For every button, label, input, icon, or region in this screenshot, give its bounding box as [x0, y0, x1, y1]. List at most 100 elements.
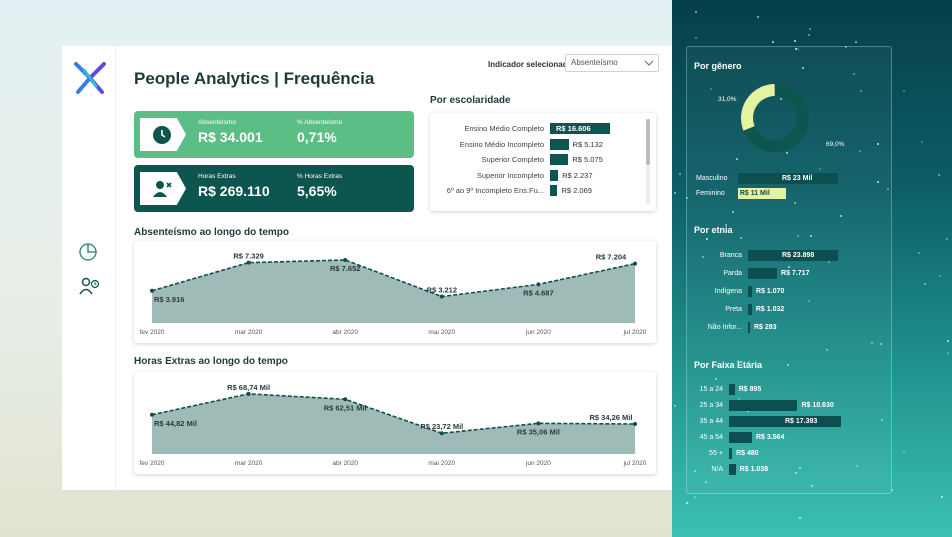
star-decoration [756, 15, 759, 18]
star-decoration [876, 142, 879, 145]
user-clock-icon[interactable] [78, 276, 100, 301]
ethnicity-row[interactable]: Indígena [692, 286, 742, 297]
ethnicity-row[interactable]: Parda [692, 268, 742, 279]
gender-row[interactable]: Feminino [692, 188, 732, 199]
data-point[interactable] [633, 261, 637, 266]
star-decoration [705, 237, 708, 240]
x-tick-label: abr 2020 [332, 460, 358, 467]
star-decoration [902, 90, 905, 93]
overtime-chart-title: Horas Extras ao longo do tempo [134, 356, 288, 367]
age-row[interactable]: 45 a 54 [692, 432, 723, 443]
data-label: R$ 35,06 Mil [517, 427, 560, 436]
x-tick-label: abr 2020 [332, 329, 358, 336]
ethnicity-row[interactable]: Preta [692, 304, 742, 315]
indicator-select[interactable]: Absenteísmo [565, 54, 659, 72]
age-row-value: R$ 1.038 [739, 466, 769, 473]
star-decoration [947, 352, 950, 355]
data-point[interactable] [246, 391, 251, 396]
star-decoration [797, 48, 800, 51]
star-decoration [693, 470, 696, 473]
logo-icon [70, 58, 110, 103]
data-label: R$ 23,72 Mil [420, 422, 463, 431]
donut-slice[interactable] [739, 83, 811, 154]
age-row[interactable]: 35 a 44 [692, 416, 723, 427]
gender-row-value: R$ 11 Mil [739, 190, 770, 197]
absenteeism-area-chart: R$ 3.916 fev 2020 R$ 7.329 mar 2020 R$ 7.652… [140, 252, 647, 336]
data-point[interactable] [536, 421, 541, 426]
kpi-label: Absenteísmo [198, 119, 236, 126]
scrollbar-thumb[interactable] [646, 119, 650, 165]
right-panel [672, 0, 952, 537]
age-row[interactable]: 15 a 24 [692, 384, 723, 395]
pie-chart-icon[interactable] [78, 242, 98, 267]
gender-row-category: Feminino [696, 190, 725, 197]
star-decoration [937, 173, 940, 176]
data-label: R$ 68,74 Mil [227, 383, 270, 392]
ethnicity-row-category: Não Infor... [707, 324, 742, 331]
education-row[interactable]: Ensino Médio Incompleto R$ 5.132 [430, 138, 656, 151]
star-decoration [771, 41, 774, 44]
ethnicity-row-category: Parda [723, 270, 742, 277]
gender-row-category: Masculino [696, 175, 728, 182]
education-value: R$ 5.075 [572, 155, 603, 164]
education-row[interactable]: Superior Completo R$ 5.075 [430, 154, 656, 166]
education-bar [550, 123, 610, 134]
education-value: R$ 5.132 [572, 139, 603, 149]
chevron-down-icon [644, 58, 654, 70]
age-row[interactable]: N/A [692, 464, 723, 475]
gender-row-bar [738, 173, 838, 184]
ethnicity-title: Por etnia [694, 225, 733, 235]
ethnicity-row[interactable]: Branca [692, 250, 742, 261]
x-tick-label: jun 2020 [525, 329, 551, 336]
ethnicity-row[interactable]: Não Infor... [692, 322, 742, 333]
area-fill [152, 393, 635, 454]
ethnicity-row-value: R$ 283 [754, 324, 777, 331]
data-point[interactable] [439, 294, 444, 299]
education-category: Superior Completo [481, 155, 544, 164]
x-tick-label: mai 2020 [428, 329, 455, 336]
education-row[interactable]: Ensino Médio Completo R$ 16.606 [430, 123, 656, 135]
gender-donut-chart: 31,0% 69,0% [718, 83, 845, 154]
star-decoration [794, 40, 797, 43]
education-row[interactable]: 6º ao 9º Incompleto Ens.Fu... R$ 2.069 [430, 185, 656, 197]
star-decoration [855, 465, 858, 468]
indicator-selected-value: Absenteísmo [571, 58, 618, 67]
donut-label: 31,0% [718, 96, 737, 103]
data-point[interactable] [343, 257, 348, 262]
star-decoration [724, 224, 727, 227]
data-point[interactable] [633, 422, 637, 427]
gender-row[interactable]: Masculino [692, 173, 732, 184]
age-row[interactable]: 55 + [692, 448, 723, 459]
education-row[interactable]: Superior Incompleto R$ 2.237 [430, 169, 656, 182]
ethnicity-row-value: R$ 7.717 [781, 270, 810, 277]
x-tick-label: mar 2020 [235, 329, 263, 336]
donut-slice[interactable] [739, 84, 785, 131]
data-point[interactable] [150, 412, 154, 417]
star-decoration [739, 237, 742, 240]
star-decoration [678, 173, 681, 176]
age-row-bar [729, 432, 752, 443]
star-decoration [802, 66, 805, 69]
x-tick-label: fev 2020 [140, 460, 165, 467]
star-decoration [809, 27, 812, 30]
data-label: R$ 3.212 [427, 286, 457, 295]
data-point[interactable] [246, 260, 251, 265]
star-decoration [737, 359, 740, 362]
gender-row-value: R$ 23 Mil [782, 175, 813, 182]
x-tick-label: mai 2020 [428, 460, 455, 467]
scrollbar[interactable] [646, 119, 650, 205]
education-value: R$ 2.069 [561, 186, 592, 195]
data-label: R$ 7.204 [596, 253, 627, 262]
ethnicity-row-value: R$ 1.032 [755, 306, 785, 313]
star-decoration [686, 197, 689, 200]
data-point[interactable] [439, 431, 444, 436]
clock-icon [153, 126, 171, 144]
data-point[interactable] [150, 288, 154, 293]
data-point[interactable] [343, 397, 348, 402]
age-row[interactable]: 25 a 34 [692, 400, 723, 411]
data-point[interactable] [536, 282, 541, 287]
overtime-chart: R$ 44,82 Mil fev 2020 R$ 68,74 Mil mar 2020… [134, 372, 656, 474]
overtime-area-chart: R$ 44,82 Mil fev 2020 R$ 68,74 Mil mar 2020… [140, 383, 647, 467]
star-decoration [709, 88, 712, 91]
education-bar [550, 185, 558, 196]
